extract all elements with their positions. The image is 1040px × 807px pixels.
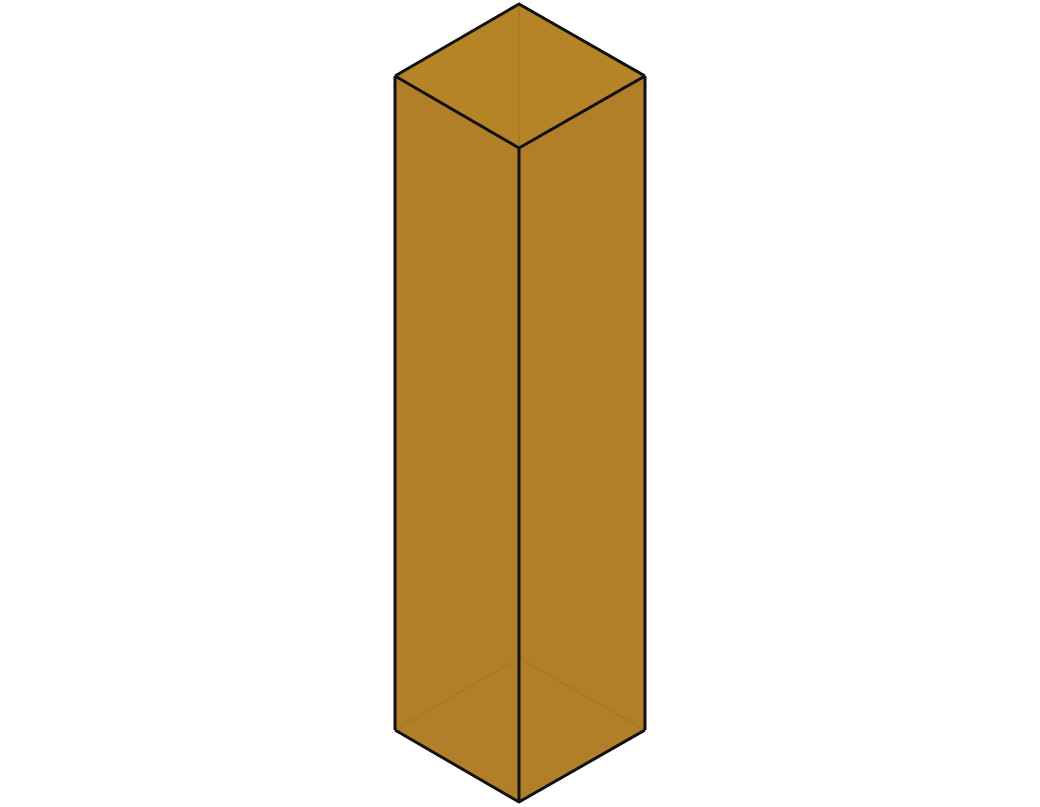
edge-bottom-front bbox=[394, 728, 646, 804]
edge-top-outline bbox=[394, 2, 646, 78]
prism-face-left bbox=[395, 76, 519, 802]
hidden-edge-bottom-back-right bbox=[518, 657, 646, 731]
hidden-edge-bottom-back-left bbox=[394, 657, 520, 731]
prism-face-right bbox=[519, 76, 645, 802]
